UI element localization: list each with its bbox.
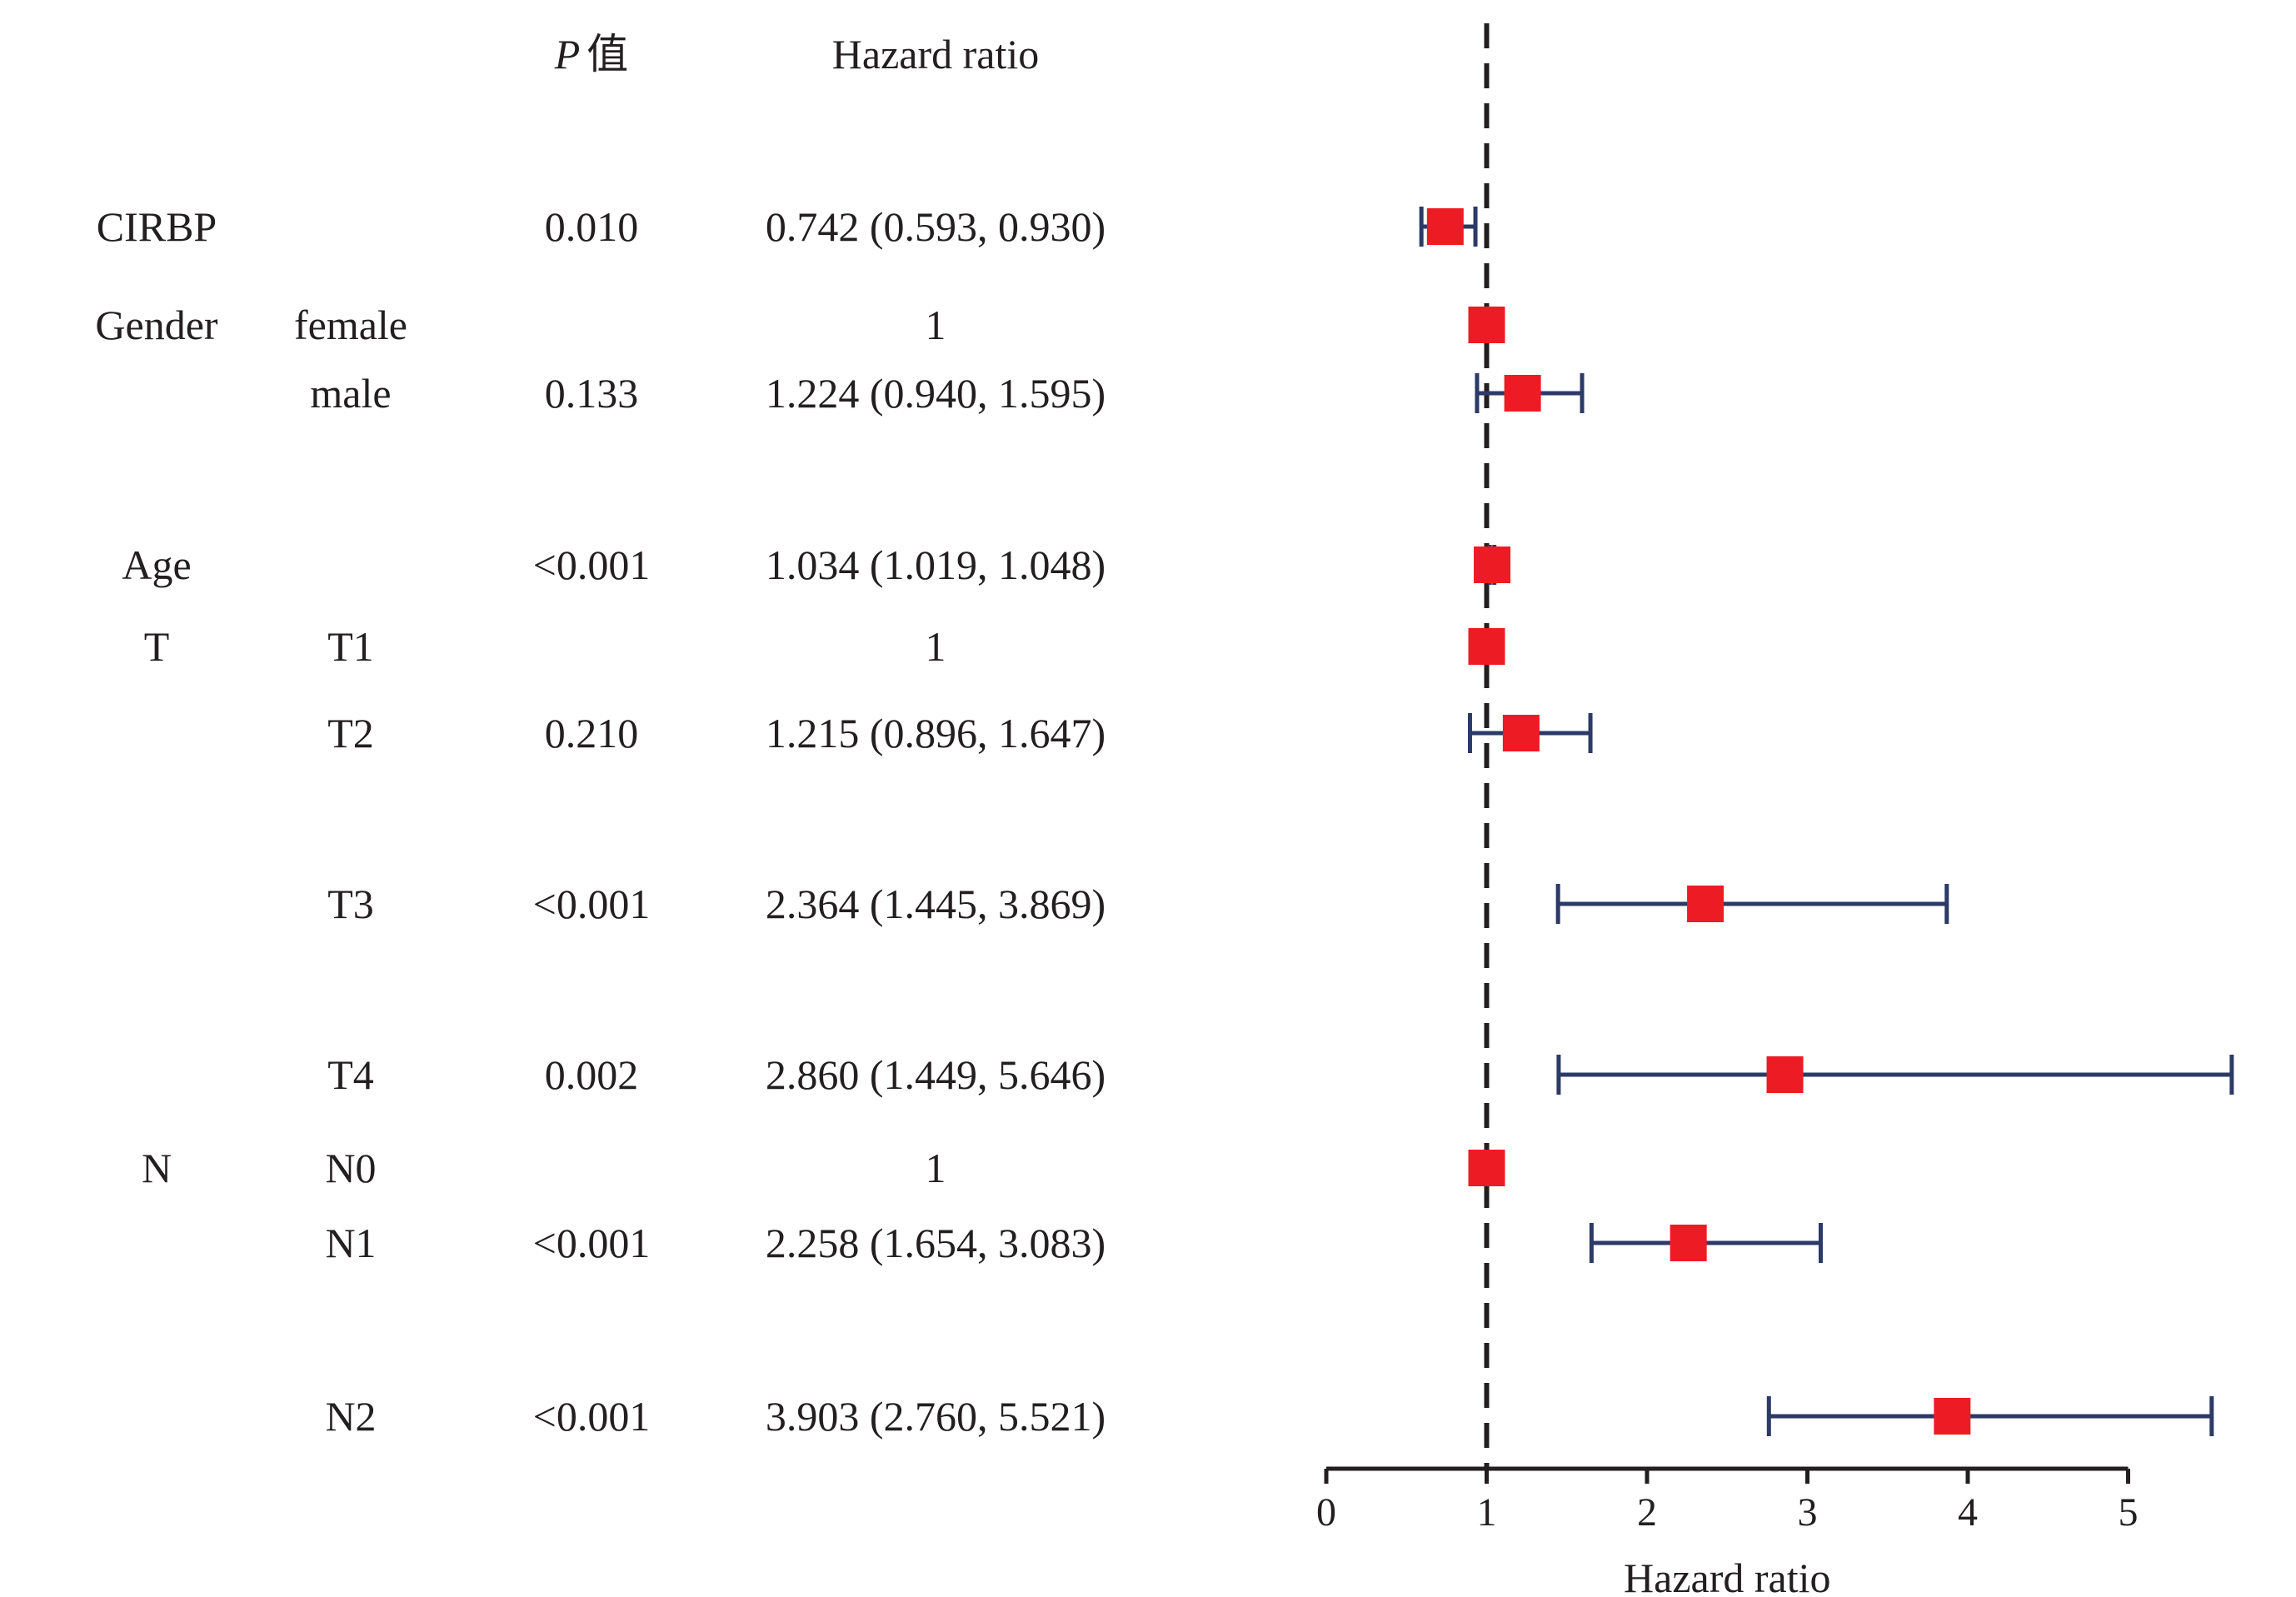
table-row: N N0 1 [142, 1145, 946, 1191]
row-hazard-ratio-text: 1 [926, 1145, 946, 1191]
point-estimate-marker [1766, 1056, 1804, 1093]
x-axis: 0 1 2 3 4 5 Hazard ratio [1316, 1466, 2139, 1597]
series-marks [1419, 207, 2234, 1436]
row-hazard-ratio-text: 2.258 (1.654, 3.083) [766, 1220, 1106, 1266]
point-estimate-marker [1426, 208, 1464, 245]
row-p-value: <0.001 [533, 1220, 651, 1266]
point-estimate-marker [1474, 546, 1511, 583]
row-p-value: 0.210 [545, 710, 639, 756]
row-hazard-ratio-text: 2.364 (1.445, 3.869) [766, 881, 1106, 927]
point-estimate-marker [1468, 1150, 1505, 1186]
ci-whisker [1555, 884, 1949, 924]
point-estimate-marker [1670, 1225, 1707, 1261]
x-tick-label: 3 [1798, 1490, 1818, 1535]
table-row: T T1 1 [144, 623, 946, 670]
row-level-label: N2 [325, 1393, 376, 1440]
x-tick-label: 2 [1637, 1490, 1657, 1535]
row-level-label: male [310, 370, 391, 417]
row-level-label: T4 [327, 1051, 374, 1098]
row-level-label: N1 [325, 1220, 376, 1266]
row-p-value: <0.001 [533, 881, 651, 927]
table-row: N1 <0.001 2.258 (1.654, 3.083) [325, 1220, 1106, 1266]
table-row: T4 0.002 2.860 (1.449, 5.646) [327, 1051, 1106, 1098]
plot-area: 0 1 2 3 4 5 Hazard ratio [1316, 23, 2234, 1597]
point-estimate-marker [1468, 307, 1505, 343]
p-value-header-suffix: 值 [586, 31, 628, 77]
row-variable-label: N [142, 1145, 172, 1191]
table-row: T2 0.210 1.215 (0.896, 1.647) [327, 710, 1106, 756]
row-hazard-ratio-text: 1.034 (1.019, 1.048) [766, 541, 1106, 588]
row-p-value: 0.133 [545, 370, 639, 417]
ci-whisker [1556, 1055, 2234, 1095]
row-variable-label: Gender [95, 302, 217, 348]
point-estimate-marker [1687, 886, 1724, 922]
row-hazard-ratio-text: 3.903 (2.760, 5.521) [766, 1393, 1106, 1440]
row-hazard-ratio-text: 2.860 (1.449, 5.646) [766, 1051, 1106, 1098]
point-estimate-marker [1468, 628, 1505, 665]
row-variable-label: CIRBP [97, 203, 217, 250]
row-level-label: T1 [327, 623, 374, 670]
table-row: T3 <0.001 2.364 (1.445, 3.869) [327, 881, 1106, 927]
row-level-label: female [294, 302, 407, 348]
point-estimate-marker [1504, 375, 1541, 412]
hazard-ratio-header: Hazard ratio [832, 31, 1039, 77]
row-level-label: T3 [327, 881, 374, 927]
x-tick-label: 1 [1477, 1490, 1497, 1535]
table-rows: CIRBP 0.010 0.742 (0.593, 0.930) Gender fema… [95, 203, 1106, 1440]
table-row: Gender female 1 [95, 302, 946, 348]
x-tick-label: 0 [1316, 1490, 1336, 1535]
p-value-header-italic: P [554, 31, 581, 77]
x-tick-label: 4 [1958, 1490, 1978, 1535]
row-p-value: 0.010 [545, 203, 639, 250]
row-hazard-ratio-text: 1.215 (0.896, 1.647) [766, 710, 1106, 756]
row-hazard-ratio-text: 1.224 (0.940, 1.595) [766, 370, 1106, 417]
row-level-label: T2 [327, 710, 374, 756]
x-axis-label: Hazard ratio [1624, 1555, 1830, 1597]
table-row: N2 <0.001 3.903 (2.760, 5.521) [325, 1393, 1106, 1440]
row-hazard-ratio-text: 1 [926, 302, 946, 348]
table-row: Age <0.001 1.034 (1.019, 1.048) [122, 541, 1106, 588]
row-p-value: <0.001 [533, 1393, 651, 1440]
row-level-label: N0 [325, 1145, 376, 1191]
point-estimate-marker [1934, 1398, 1971, 1435]
row-variable-label: T [144, 623, 170, 670]
ci-whisker [1766, 1396, 2214, 1436]
x-tick-label: 5 [2119, 1490, 2139, 1535]
row-hazard-ratio-text: 0.742 (0.593, 0.930) [766, 203, 1106, 250]
row-p-value: 0.002 [545, 1051, 639, 1098]
table-row: male 0.133 1.224 (0.940, 1.595) [310, 370, 1106, 417]
row-hazard-ratio-text: 1 [926, 623, 946, 670]
row-p-value: <0.001 [533, 541, 651, 588]
point-estimate-marker [1502, 715, 1540, 751]
table-row: CIRBP 0.010 0.742 (0.593, 0.930) [97, 203, 1106, 250]
row-variable-label: Age [122, 541, 191, 588]
